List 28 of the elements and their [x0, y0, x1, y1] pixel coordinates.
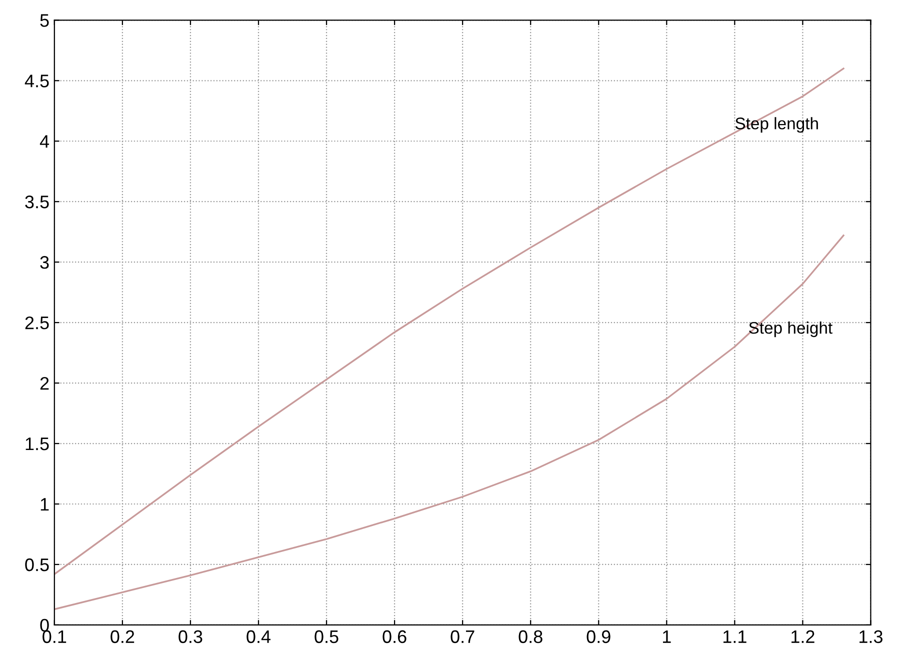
- line-series: [54, 68, 844, 575]
- annotation: Step length: [735, 117, 818, 133]
- line-series: [54, 234, 844, 610]
- x-tick-label: 1.1: [724, 630, 746, 643]
- x-tick-label: 0.6: [382, 630, 406, 644]
- x-tick-label: 0.9: [586, 630, 610, 644]
- y-tick-label: 1: [40, 498, 49, 511]
- y-tick-label: 0.5: [25, 558, 49, 572]
- x-tick-label: 0.4: [246, 630, 271, 644]
- y-tick-label: 4.5: [24, 74, 49, 88]
- x-tick-label: 0.8: [518, 630, 542, 644]
- y-tick-label: 2: [40, 376, 49, 390]
- y-tick-label: 3.5: [25, 196, 49, 208]
- y-tick-label: 4: [40, 135, 50, 148]
- x-tick-label: 0.7: [450, 630, 474, 644]
- x-tick-label: 1: [663, 630, 671, 643]
- x-tick-label: 0.2: [110, 630, 134, 644]
- y-tick-label: 5: [40, 14, 49, 27]
- x-tick-label: 0.1: [42, 630, 66, 644]
- y-tick-label: 3: [40, 256, 49, 269]
- y-tick-label: 2.5: [25, 316, 49, 330]
- annotation: Step height: [749, 322, 832, 338]
- y-tick-label: 1.5: [26, 438, 49, 450]
- y-tick-label: 0: [40, 618, 49, 632]
- x-tick-label: 1.3: [860, 630, 882, 644]
- x-tick-label: 0.5: [314, 630, 338, 644]
- x-tick-label: 0.3: [178, 630, 202, 644]
- x-tick-label: 1.2: [792, 630, 814, 643]
